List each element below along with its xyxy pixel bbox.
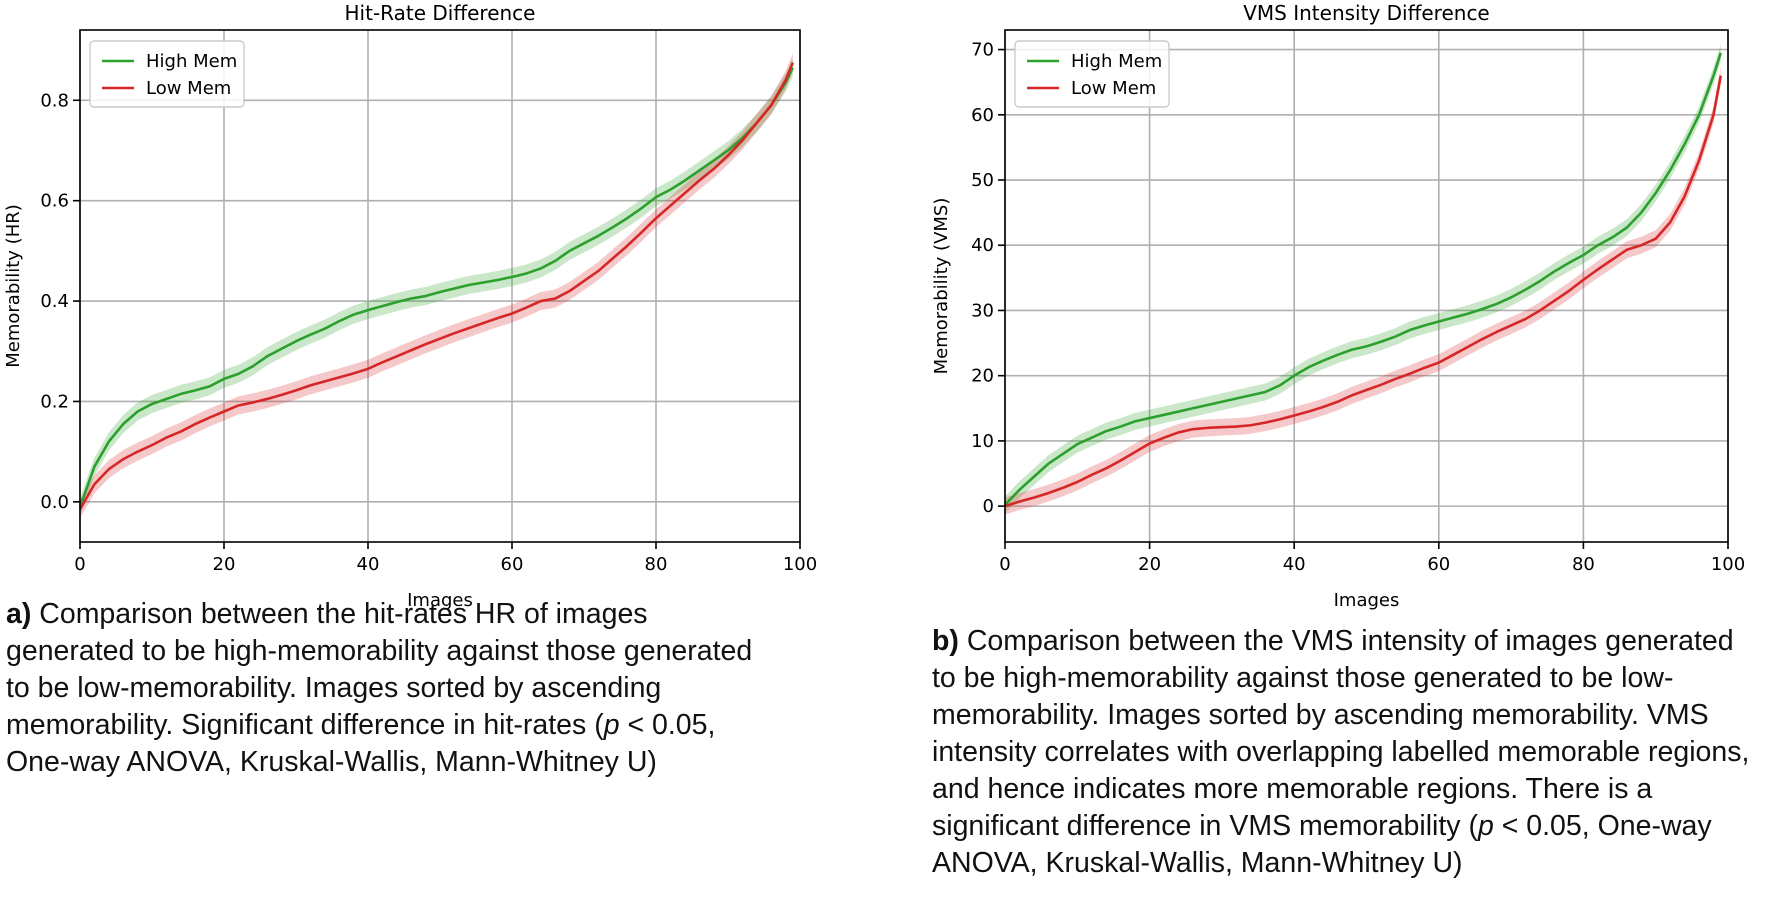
legend-label-high-mem: High Mem: [1071, 51, 1162, 72]
caption-a-label: a): [6, 598, 32, 630]
x-axis-label: Images: [407, 590, 473, 611]
series-line-high-mem: [1004, 52, 1723, 506]
y-tick-label: 10: [971, 431, 994, 452]
y-tick-label: 30: [971, 300, 994, 321]
x-tick-label: 20: [213, 554, 236, 575]
y-tick-label: 0.4: [40, 291, 69, 312]
legend: High Mem Low Mem: [1014, 40, 1170, 108]
y-tick-label: 70: [971, 40, 994, 61]
x-tick-label: 0: [999, 554, 1010, 575]
legend-label-low-mem: Low Mem: [146, 78, 231, 99]
x-tick-label: 100: [783, 554, 817, 575]
x-tick-label: 20: [1138, 554, 1161, 575]
series-line-low-mem: [78, 62, 795, 511]
series-line-low-mem: [1004, 75, 1723, 508]
series-line-high-mem: [78, 67, 794, 508]
legend-label-low-mem: Low Mem: [1071, 78, 1156, 99]
y-tick-label: 0.2: [40, 391, 69, 412]
x-tick-label: 60: [1427, 554, 1450, 575]
chart-a: 0 20 40 60 80 100 0.0 0.2 0.4 0.6 0.8 Hit-Rate Diff…: [3, 1, 817, 611]
caption-b-text-1: Comparison between the VMS intensity of …: [932, 625, 1750, 842]
x-tick-label: 0: [74, 554, 85, 575]
y-tick-label: 0.6: [40, 191, 69, 212]
caption-b: b) Comparison between the VMS intensity …: [932, 623, 1764, 882]
y-tick-label: 40: [971, 235, 994, 256]
x-tick-label: 80: [645, 554, 668, 575]
legend: High Mem Low Mem: [89, 40, 245, 108]
y-tick-label: 60: [971, 105, 994, 126]
y-tick-label: 50: [971, 170, 994, 191]
x-tick-label: 100: [1711, 554, 1745, 575]
caption-a-p-symbol: p: [603, 709, 620, 741]
caption-b-label: b): [932, 625, 959, 657]
x-tick-label: 60: [501, 554, 524, 575]
caption-b-p-symbol: p: [1477, 810, 1494, 842]
legend-label-high-mem: High Mem: [146, 51, 237, 72]
x-axis-label: Images: [1334, 590, 1400, 611]
x-tick-label: 40: [357, 554, 380, 575]
legend-box: [1014, 40, 1170, 108]
y-tick-label: 0: [983, 496, 994, 517]
y-tick-label: 0.8: [40, 90, 69, 111]
y-axis-label: Memorability (HR): [3, 204, 24, 368]
caption-a: a) Comparison between the hit-rates HR o…: [6, 596, 771, 781]
series-band-low-mem: [1005, 67, 1721, 515]
series-band-high-mem: [80, 58, 793, 516]
chart-b: 0 20 40 60 80 100 0 10 20 30 40 50 60 70 VMS Intensity…: [931, 1, 1745, 611]
legend-box: [89, 40, 245, 108]
y-tick-label: 0.0: [40, 492, 69, 513]
chart-title: VMS Intensity Difference: [1243, 1, 1490, 25]
caption-b-text-2: < 0.05, One-way ANOVA, Kruskal-Wallis, M…: [932, 810, 1712, 879]
plot-frame: [79, 29, 801, 543]
chart-title: Hit-Rate Difference: [345, 1, 536, 25]
y-axis-label: Memorability (VMS): [931, 198, 952, 375]
y-tick-label: 20: [971, 366, 994, 387]
x-tick-label: 40: [1283, 554, 1306, 575]
caption-a-text-2: < 0.05, One-way ANOVA, Kruskal-Wallis, M…: [6, 709, 716, 778]
caption-a-text-1: Comparison between the hit-rates HR of i…: [6, 598, 753, 741]
plot-frame: [1004, 29, 1729, 543]
x-tick-label: 80: [1572, 554, 1595, 575]
